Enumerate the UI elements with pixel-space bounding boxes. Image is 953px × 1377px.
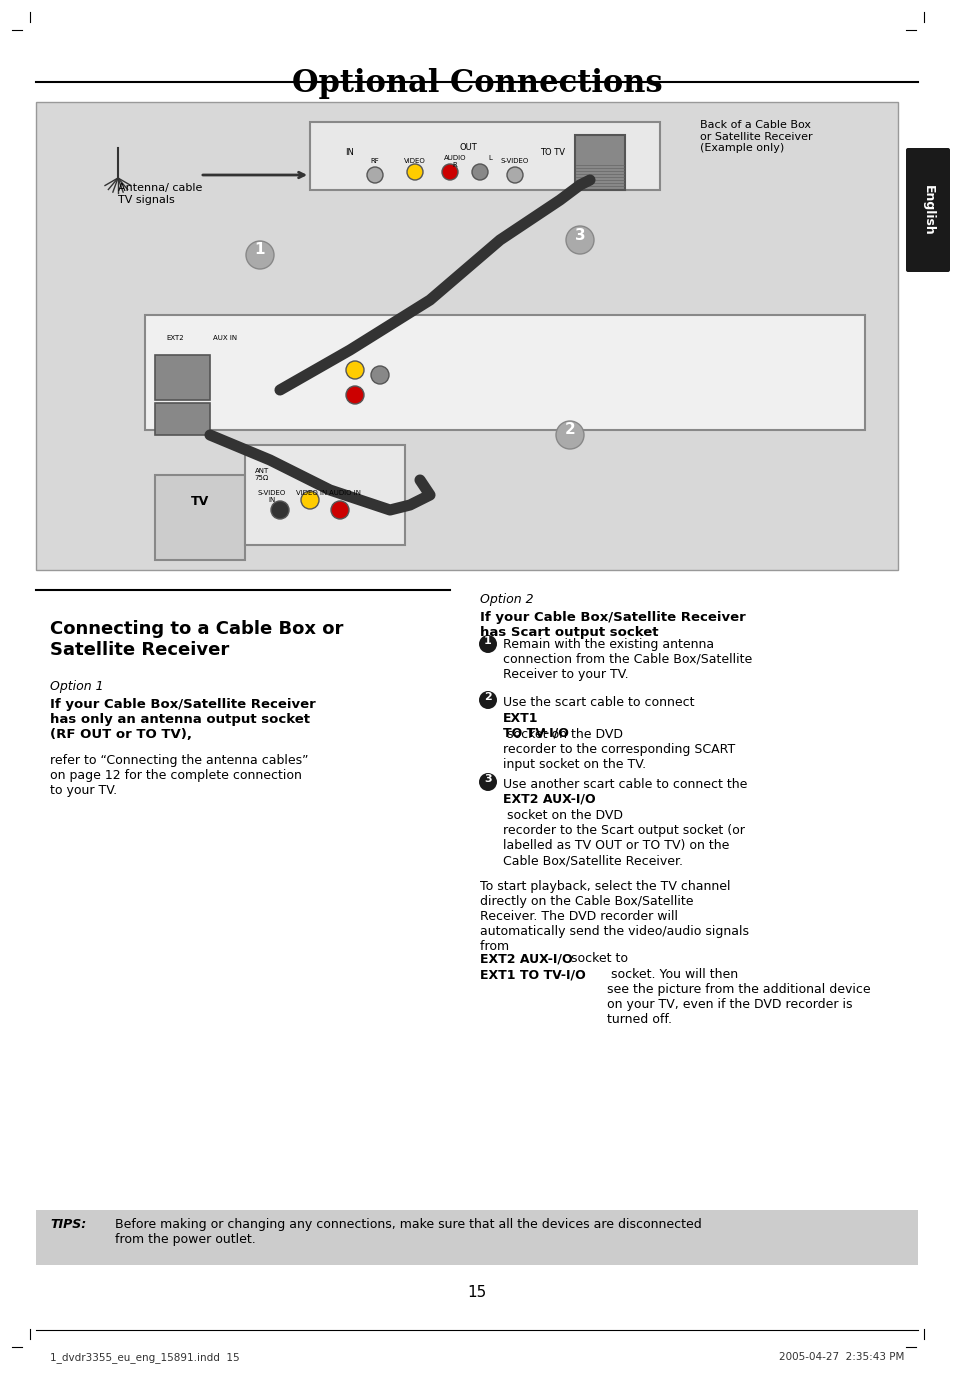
Text: IN: IN: [345, 147, 354, 157]
Circle shape: [246, 241, 274, 269]
Circle shape: [301, 492, 318, 509]
Text: Use the scart cable to connect: Use the scart cable to connect: [502, 695, 698, 709]
Circle shape: [565, 226, 594, 253]
Text: If your Cable Box/Satellite Receiver
has only an antenna output socket
(RF OUT o: If your Cable Box/Satellite Receiver has…: [50, 698, 315, 741]
Text: S-VIDEO: S-VIDEO: [500, 158, 529, 164]
Text: Option 1: Option 1: [50, 680, 104, 693]
Circle shape: [478, 691, 497, 709]
Text: 1: 1: [254, 242, 265, 257]
Text: 2005-04-27  2:35:43 PM: 2005-04-27 2:35:43 PM: [778, 1352, 903, 1362]
Text: 3: 3: [574, 227, 585, 242]
Circle shape: [506, 167, 522, 183]
Text: TO TV: TO TV: [539, 147, 564, 157]
Text: If your Cable Box/Satellite Receiver
has Scart output socket: If your Cable Box/Satellite Receiver has…: [479, 611, 745, 639]
Text: EXT1
TO TV-I/O: EXT1 TO TV-I/O: [502, 712, 568, 739]
Text: EXT1 TO TV-I/O: EXT1 TO TV-I/O: [479, 968, 585, 980]
Text: EXT2 AUX-I/O: EXT2 AUX-I/O: [479, 952, 572, 965]
Text: L: L: [488, 156, 492, 161]
Text: VIDEO IN: VIDEO IN: [296, 490, 327, 496]
Text: 1_dvdr3355_eu_eng_15891.indd  15: 1_dvdr3355_eu_eng_15891.indd 15: [50, 1352, 239, 1363]
Circle shape: [441, 164, 457, 180]
Bar: [154, 475, 245, 560]
Circle shape: [556, 421, 583, 449]
Bar: [145, 315, 864, 430]
Bar: [245, 445, 405, 545]
Text: refer to “Connecting the antenna cables”
on page 12 for the complete connection
: refer to “Connecting the antenna cables”…: [50, 755, 308, 797]
Circle shape: [331, 501, 349, 519]
Text: Connecting to a Cable Box or
Satellite Receiver: Connecting to a Cable Box or Satellite R…: [50, 620, 343, 658]
Text: ANT
75Ω: ANT 75Ω: [254, 468, 269, 481]
Bar: [310, 123, 659, 190]
Text: OUT: OUT: [459, 143, 477, 151]
Text: VIDEO: VIDEO: [404, 158, 425, 164]
Circle shape: [478, 772, 497, 790]
Text: 2: 2: [483, 693, 492, 702]
Circle shape: [407, 164, 422, 180]
FancyBboxPatch shape: [905, 147, 949, 273]
Text: Optional Connections: Optional Connections: [292, 67, 661, 99]
Text: 3: 3: [484, 774, 492, 784]
Text: Antenna/ cable
TV signals: Antenna/ cable TV signals: [118, 183, 202, 205]
Text: Use another scart cable to connect the: Use another scart cable to connect the: [502, 778, 746, 806]
Text: Remain with the existing antenna
connection from the Cable Box/Satellite
Receive: Remain with the existing antenna connect…: [502, 638, 752, 682]
Bar: [36, 1210, 917, 1265]
Text: Back of a Cable Box
or Satellite Receiver
(Example only): Back of a Cable Box or Satellite Receive…: [700, 120, 812, 153]
Text: 2: 2: [564, 423, 575, 438]
Text: S-VIDEO
IN: S-VIDEO IN: [257, 490, 286, 503]
Bar: [36, 102, 897, 570]
Bar: [154, 355, 210, 399]
Text: 15: 15: [467, 1285, 486, 1300]
Text: socket on the DVD
recorder to the corresponding SCART
input socket on the TV.: socket on the DVD recorder to the corres…: [502, 728, 735, 771]
Text: Before making or changing any connections, make sure that all the devices are di: Before making or changing any connection…: [115, 1219, 701, 1246]
Circle shape: [346, 361, 364, 379]
Text: AUDIO IN: AUDIO IN: [329, 490, 360, 496]
Bar: [575, 135, 624, 190]
Text: AUX IN: AUX IN: [213, 335, 236, 341]
Circle shape: [346, 386, 364, 403]
Text: 1: 1: [483, 636, 492, 646]
Circle shape: [472, 164, 488, 180]
Text: Option 2: Option 2: [479, 593, 533, 606]
Text: AUDIO
R: AUDIO R: [443, 156, 466, 168]
Text: RF: RF: [370, 158, 379, 164]
Text: socket. You will then
see the picture from the additional device
on your TV, eve: socket. You will then see the picture fr…: [606, 968, 870, 1026]
Text: English: English: [921, 185, 934, 235]
Bar: [154, 403, 210, 435]
Text: To start playback, select the TV channel
directly on the Cable Box/Satellite
Rec: To start playback, select the TV channel…: [479, 880, 748, 953]
Text: EXT2: EXT2: [166, 335, 184, 341]
Text: TIPS:: TIPS:: [50, 1219, 86, 1231]
Circle shape: [371, 366, 389, 384]
Text: TV: TV: [191, 494, 209, 508]
Circle shape: [271, 501, 289, 519]
Text: socket to: socket to: [566, 952, 627, 980]
Circle shape: [478, 635, 497, 653]
Text: socket on the DVD
recorder to the Scart output socket (or
labelled as TV OUT or : socket on the DVD recorder to the Scart …: [502, 810, 744, 868]
Circle shape: [367, 167, 382, 183]
Text: EXT2 AUX-I/O: EXT2 AUX-I/O: [502, 793, 595, 806]
